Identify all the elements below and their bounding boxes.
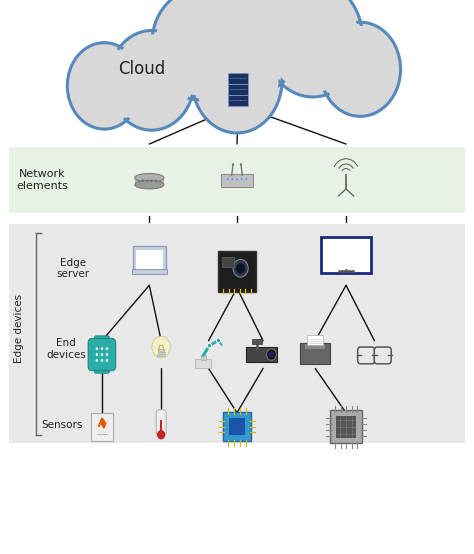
Circle shape: [227, 178, 228, 181]
FancyBboxPatch shape: [228, 95, 248, 106]
Circle shape: [240, 163, 242, 166]
FancyBboxPatch shape: [94, 336, 109, 345]
Circle shape: [100, 359, 103, 362]
Circle shape: [155, 179, 157, 182]
FancyBboxPatch shape: [229, 418, 245, 435]
Circle shape: [106, 353, 108, 356]
Text: End
devices: End devices: [46, 338, 86, 360]
FancyBboxPatch shape: [135, 178, 164, 184]
Circle shape: [192, 28, 282, 133]
FancyBboxPatch shape: [358, 347, 374, 364]
Circle shape: [96, 353, 98, 356]
Circle shape: [207, 343, 211, 348]
Text: Edge devices: Edge devices: [14, 294, 24, 363]
Circle shape: [266, 349, 276, 360]
Circle shape: [267, 0, 359, 93]
FancyBboxPatch shape: [321, 237, 371, 273]
FancyBboxPatch shape: [88, 338, 116, 371]
FancyBboxPatch shape: [133, 246, 166, 272]
Circle shape: [100, 353, 103, 356]
Circle shape: [106, 347, 108, 350]
FancyBboxPatch shape: [157, 354, 165, 356]
FancyBboxPatch shape: [158, 349, 164, 352]
Text: Edge
server: Edge server: [57, 258, 90, 279]
FancyBboxPatch shape: [222, 257, 234, 267]
Circle shape: [152, 336, 171, 358]
Circle shape: [197, 0, 306, 94]
FancyBboxPatch shape: [374, 347, 391, 364]
FancyBboxPatch shape: [201, 356, 206, 360]
Circle shape: [236, 178, 238, 181]
FancyBboxPatch shape: [330, 410, 362, 443]
Circle shape: [232, 163, 234, 166]
Circle shape: [152, 0, 246, 100]
Circle shape: [233, 259, 248, 277]
Circle shape: [109, 30, 194, 130]
FancyBboxPatch shape: [221, 174, 253, 187]
Circle shape: [112, 34, 191, 126]
FancyBboxPatch shape: [218, 251, 256, 292]
Circle shape: [236, 263, 245, 274]
Circle shape: [96, 359, 98, 362]
FancyBboxPatch shape: [94, 365, 109, 373]
FancyBboxPatch shape: [9, 147, 465, 213]
FancyBboxPatch shape: [252, 339, 262, 343]
FancyBboxPatch shape: [132, 269, 167, 274]
Circle shape: [67, 43, 141, 129]
FancyBboxPatch shape: [91, 413, 113, 440]
Circle shape: [320, 22, 401, 116]
FancyBboxPatch shape: [307, 335, 323, 345]
Circle shape: [263, 0, 363, 97]
Circle shape: [146, 179, 148, 182]
FancyBboxPatch shape: [228, 84, 248, 95]
Circle shape: [100, 347, 103, 350]
FancyBboxPatch shape: [246, 347, 277, 362]
FancyBboxPatch shape: [336, 416, 356, 438]
Circle shape: [96, 347, 98, 350]
Circle shape: [150, 179, 153, 182]
Circle shape: [246, 178, 247, 181]
Ellipse shape: [135, 181, 164, 189]
FancyBboxPatch shape: [305, 344, 325, 349]
Circle shape: [241, 178, 243, 181]
Ellipse shape: [135, 173, 164, 182]
Circle shape: [201, 0, 301, 89]
Circle shape: [70, 46, 138, 126]
Circle shape: [155, 0, 243, 95]
FancyBboxPatch shape: [136, 250, 163, 269]
FancyBboxPatch shape: [156, 410, 166, 435]
FancyBboxPatch shape: [223, 412, 251, 441]
Circle shape: [142, 179, 144, 182]
Circle shape: [231, 178, 233, 181]
FancyBboxPatch shape: [228, 73, 248, 84]
Circle shape: [106, 359, 108, 362]
Polygon shape: [99, 418, 106, 428]
Circle shape: [323, 26, 397, 112]
Circle shape: [196, 32, 278, 129]
FancyBboxPatch shape: [300, 343, 330, 364]
Text: Cloud: Cloud: [118, 60, 166, 78]
Circle shape: [157, 430, 165, 439]
Circle shape: [216, 338, 220, 343]
Text: Sensors: Sensors: [41, 420, 82, 430]
FancyBboxPatch shape: [9, 224, 465, 443]
Text: Network
elements: Network elements: [17, 170, 69, 191]
FancyBboxPatch shape: [195, 359, 211, 368]
FancyBboxPatch shape: [160, 420, 162, 432]
Circle shape: [269, 351, 274, 358]
FancyBboxPatch shape: [158, 352, 164, 354]
